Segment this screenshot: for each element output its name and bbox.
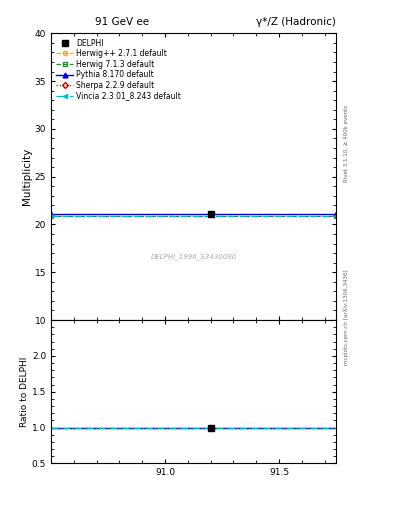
Y-axis label: Ratio to DELPHI: Ratio to DELPHI — [20, 356, 29, 427]
Text: DELPHI_1996_S3430090: DELPHI_1996_S3430090 — [151, 253, 237, 260]
Y-axis label: Multiplicity: Multiplicity — [22, 148, 32, 205]
Text: Rivet 3.1.10, ≥ 400k events: Rivet 3.1.10, ≥ 400k events — [344, 105, 349, 182]
Text: 91 GeV ee: 91 GeV ee — [95, 16, 149, 27]
Text: mcplots.cern.ch [arXiv:1306.3436]: mcplots.cern.ch [arXiv:1306.3436] — [344, 270, 349, 365]
Text: γ*/Z (Hadronic): γ*/Z (Hadronic) — [256, 16, 336, 27]
Legend: DELPHI, Herwig++ 2.7.1 default, Herwig 7.1.3 default, Pythia 8.170 default, Sher: DELPHI, Herwig++ 2.7.1 default, Herwig 7… — [54, 36, 184, 102]
